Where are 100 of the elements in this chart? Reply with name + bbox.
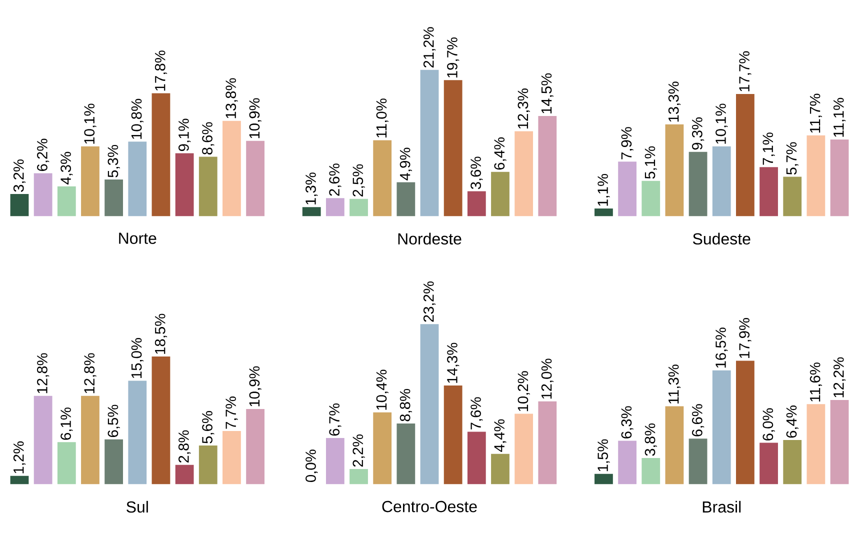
x-axis-title: Sul	[126, 500, 148, 513]
data-label: 6,4%	[494, 137, 506, 170]
data-label: 7,7%	[226, 396, 238, 429]
x-axis-title: Brasil	[702, 500, 741, 513]
bar	[467, 191, 486, 216]
data-label: 7,9%	[621, 126, 634, 160]
data-label: 4,4%	[494, 419, 506, 452]
data-label: 17,8%	[154, 50, 168, 90]
bar	[420, 324, 439, 484]
data-label: 23,2%	[423, 281, 436, 322]
data-label: 2,6%	[329, 164, 342, 196]
data-label: 11,3%	[668, 364, 681, 404]
data-label: 10,8%	[131, 98, 144, 139]
bar	[688, 152, 708, 216]
data-label: 18,5%	[154, 314, 168, 354]
bar	[34, 173, 52, 216]
bar	[10, 194, 29, 216]
bar	[514, 414, 534, 484]
bar	[514, 131, 534, 216]
data-label: 12,0%	[541, 358, 554, 399]
bar	[783, 176, 802, 216]
bar	[302, 207, 321, 216]
data-label: 11,6%	[810, 362, 822, 402]
data-label: 2,2%	[352, 434, 365, 467]
bar	[198, 445, 218, 484]
bar	[198, 156, 218, 216]
data-label: 9,1%	[178, 118, 191, 151]
bar	[246, 140, 264, 216]
bar	[444, 385, 462, 484]
data-label: 6,3%	[621, 406, 634, 438]
bar	[152, 93, 170, 216]
data-label: 21,2%	[423, 27, 436, 68]
data-label: 6,5%	[108, 404, 120, 437]
x-axis-title: Centro-Oeste	[382, 500, 477, 512]
data-label: 10,1%	[716, 104, 728, 144]
data-label: 3,8%	[644, 423, 657, 456]
bar	[420, 70, 439, 216]
bar	[594, 208, 613, 216]
bar	[538, 401, 557, 484]
bar	[712, 370, 731, 484]
bar	[688, 438, 708, 484]
data-label: 6,0%	[762, 408, 775, 440]
data-label: 12,8%	[84, 353, 96, 394]
data-label: 11,0%	[376, 98, 388, 138]
data-label: 17,7%	[739, 51, 752, 92]
bar	[373, 140, 392, 216]
bar	[806, 135, 826, 216]
bar	[10, 476, 29, 484]
data-label: 10,9%	[249, 366, 262, 406]
bar	[830, 139, 849, 216]
bar	[373, 412, 392, 484]
data-label: 7,6%	[470, 397, 483, 430]
bar	[57, 186, 76, 216]
data-label: 10,2%	[518, 371, 530, 412]
data-label: 11,7%	[810, 94, 822, 133]
data-label: 6,4%	[786, 405, 798, 438]
data-label: 2,8%	[178, 430, 191, 462]
data-label: 17,9%	[739, 318, 752, 358]
data-label: 12,2%	[833, 357, 846, 398]
bar	[326, 438, 344, 484]
data-label: 6,6%	[692, 404, 704, 436]
bar	[642, 180, 660, 216]
data-label: 5,3%	[108, 144, 120, 178]
bar	[618, 440, 636, 484]
data-label: 14,5%	[541, 73, 554, 114]
bar	[128, 141, 147, 216]
x-axis-title: Sudeste	[692, 232, 750, 244]
data-label: 9,3%	[692, 117, 704, 150]
data-label: 13,8%	[226, 78, 238, 118]
data-label: 3,6%	[470, 156, 483, 189]
data-label: 15,0%	[131, 338, 144, 378]
data-label: 8,8%	[400, 388, 412, 422]
x-axis-title: Nordeste	[398, 232, 462, 244]
bar	[326, 198, 344, 216]
bar	[396, 182, 416, 216]
data-label: 5,6%	[202, 410, 214, 444]
data-label: 1,5%	[598, 439, 610, 472]
data-label: 4,3%	[60, 152, 73, 184]
bar	[57, 442, 76, 484]
data-label: 2,5%	[352, 164, 365, 196]
x-axis-title: Norte	[119, 232, 156, 244]
bar	[128, 380, 147, 484]
bar	[222, 120, 241, 216]
data-label: 6,1%	[60, 408, 73, 440]
data-label: 1,3%	[306, 172, 318, 204]
bar	[491, 172, 510, 216]
bar	[175, 153, 194, 216]
bar	[152, 356, 170, 484]
bar	[760, 167, 778, 216]
data-label: 3,2%	[13, 159, 26, 192]
data-label: 10,9%	[249, 98, 262, 138]
bar	[712, 146, 731, 216]
bar	[618, 161, 636, 216]
data-label: 19,7%	[447, 37, 460, 78]
data-label: 14,3%	[447, 342, 460, 383]
bar	[104, 179, 124, 216]
data-label: 0,0%	[306, 450, 318, 482]
bar	[760, 442, 778, 484]
bar	[246, 408, 264, 484]
bar	[34, 396, 52, 484]
